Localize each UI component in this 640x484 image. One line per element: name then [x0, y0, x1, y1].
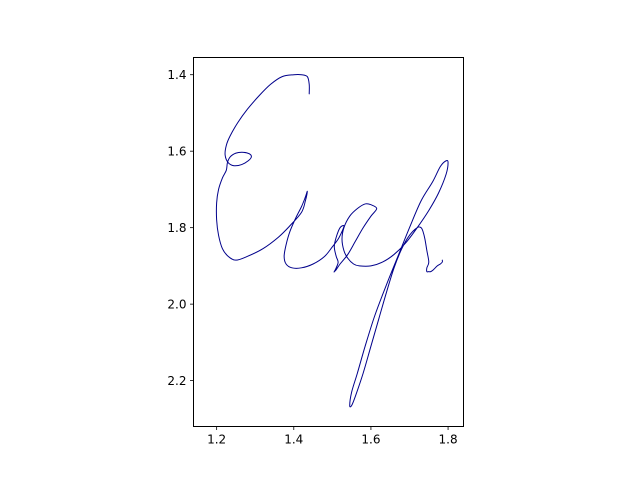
x-tick-label: 1.4 [284, 433, 303, 447]
y-tick-label: 1.6 [167, 144, 186, 158]
plot-area [215, 73, 449, 408]
y-tick-label: 2.2 [167, 374, 186, 388]
y-tick-label: 2.0 [167, 297, 186, 311]
y-axis: 1.4 1.6 1.8 2.0 2.2 [167, 68, 194, 388]
y-tick-label: 1.8 [167, 221, 186, 235]
x-tick-label: 1.6 [361, 433, 380, 447]
x-tick-label: 1.2 [207, 433, 226, 447]
series-line-0 [215, 73, 449, 408]
axes-frame [193, 57, 464, 427]
x-axis: 1.2 1.4 1.6 1.8 [207, 426, 458, 447]
x-tick-label: 1.8 [439, 433, 458, 447]
y-tick-label: 1.4 [167, 68, 186, 82]
